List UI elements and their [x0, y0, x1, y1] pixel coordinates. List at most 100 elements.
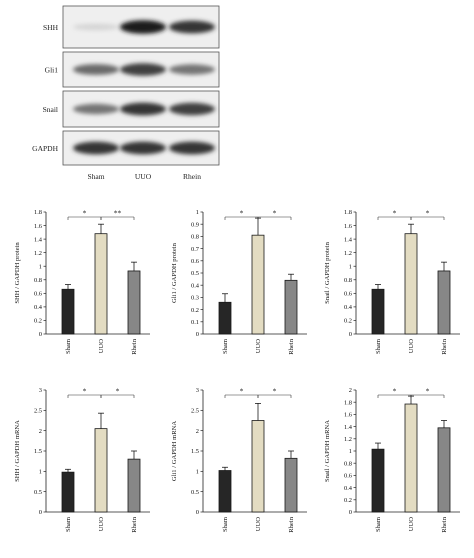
- bar-rhein: Rhein: [127, 450, 141, 533]
- bar-rect: [61, 471, 75, 513]
- y-tick-label: 1.5: [191, 448, 199, 455]
- x-category-label: Rhein: [131, 516, 138, 532]
- y-tick-label: 1: [39, 469, 42, 476]
- y-tick-label: 1.2: [34, 250, 42, 257]
- blot-lane-label: Rhein: [183, 172, 201, 181]
- significance-bracket: **: [100, 209, 135, 220]
- x-category-label: UUO: [408, 339, 415, 354]
- bar-rect: [371, 448, 385, 513]
- chart-snail-protein: Snail / GAPDH protein 0 0.2 0.4 0.6 0.8 1 1.2 1.…: [318, 200, 468, 375]
- blot-band: [169, 141, 215, 155]
- bar-rhein: Rhein: [437, 261, 451, 355]
- y-tick-label: 0.2: [344, 318, 352, 325]
- blot-row-shh: SHH: [43, 5, 220, 49]
- y-tick-label: 1.4: [344, 424, 353, 431]
- y-tick-label: 0.6: [191, 258, 199, 265]
- blot-band: [120, 102, 166, 116]
- y-ticks: 0 0.5 1 1.5 2 2.5 3: [191, 387, 203, 516]
- significance-bracket: *: [224, 209, 259, 220]
- significance-label: *: [426, 209, 430, 218]
- blot-lane-label: Sham: [87, 172, 104, 181]
- y-tick-label: 0.3: [191, 295, 199, 302]
- bar-rhein: Rhein: [437, 420, 451, 533]
- significance-label: *: [83, 209, 87, 218]
- bar-rect: [218, 301, 232, 335]
- bar-rect: [127, 270, 141, 335]
- y-tick-label: 0.5: [191, 270, 199, 277]
- significance-brackets: * **: [67, 209, 135, 220]
- bar-sham: Sham: [61, 468, 75, 532]
- y-tick-label: 0: [349, 331, 352, 338]
- x-category-label: Sham: [375, 516, 382, 532]
- y-tick-label: 1.5: [34, 448, 42, 455]
- significance-brackets: * *: [377, 387, 445, 398]
- y-tick-label: 0: [39, 509, 42, 516]
- significance-bracket: *: [100, 387, 135, 398]
- blot-band: [73, 103, 119, 115]
- bar-rect: [251, 420, 265, 513]
- blot-row-gapdh: GAPDH: [32, 130, 220, 166]
- blot-row-label: SHH: [43, 23, 59, 32]
- blot-band: [169, 64, 215, 75]
- y-tick-label: 0.4: [344, 485, 353, 492]
- significance-brackets: * *: [377, 209, 445, 220]
- x-category-label: Sham: [222, 338, 229, 354]
- significance-label: *: [426, 387, 430, 396]
- x-category-label: Sham: [65, 516, 72, 532]
- bar-uuo: UUO: [251, 403, 265, 531]
- y-tick-label: 1: [349, 263, 352, 270]
- y-tick-label: 0.1: [191, 319, 199, 326]
- bar-rhein: Rhein: [284, 450, 298, 533]
- y-tick-label: 0.6: [34, 291, 42, 298]
- significance-label: *: [393, 387, 397, 396]
- bar-uuo: UUO: [94, 223, 108, 354]
- bar-chart-svg: Gli1 / GAPDH protein00.10.20.30.40.50.60…: [171, 209, 307, 355]
- bar-rhein: Rhein: [127, 261, 141, 355]
- y-tick-label: 0.8: [191, 234, 199, 241]
- y-tick-label: 0.2: [344, 497, 352, 504]
- bar-sham: Sham: [218, 293, 232, 354]
- significance-brackets: * *: [224, 387, 292, 398]
- bar-chart-svg: Gli1 / GAPDH mRNA 0 0.5 1 1.5 2 2.5 3 Sham UUO Rhe…: [171, 387, 307, 533]
- bar-rect: [437, 427, 451, 513]
- y-axis-label: Snail / GAPDH protein: [324, 241, 331, 303]
- y-axis-label: Gli1 / GAPDH protein: [171, 242, 178, 303]
- x-category-label: Rhein: [441, 516, 448, 532]
- x-category-label: Rhein: [131, 338, 138, 354]
- bar-rect: [284, 279, 298, 335]
- y-tick-label: 0.8: [344, 460, 352, 467]
- y-tick-label: 0.9: [191, 221, 199, 228]
- y-tick-label: 1.6: [344, 223, 352, 230]
- blot-band: [120, 20, 166, 34]
- y-tick-label: 0.5: [191, 489, 199, 496]
- blot-row-label: Snail: [43, 105, 58, 114]
- y-tick-label: 1.4: [34, 236, 43, 243]
- bar-rect: [284, 457, 298, 513]
- y-tick-label: 2: [349, 387, 352, 394]
- y-tick-label: 0: [349, 509, 352, 516]
- y-tick-label: 0.6: [344, 473, 352, 480]
- blot-band: [169, 20, 215, 34]
- y-tick-label: 1.8: [344, 209, 352, 216]
- y-tick-label: 0: [196, 509, 199, 516]
- significance-bracket: *: [377, 387, 412, 398]
- bar-rect: [251, 234, 265, 335]
- y-tick-label: 1: [196, 209, 199, 216]
- y-tick-label: 1: [196, 469, 199, 476]
- bar-chart-svg: SHH / GAPDH protein 0 0.2 0.4 0.6 0.8 1 1.2 1.4 1…: [14, 209, 150, 355]
- y-tick-label: 0.2: [191, 307, 199, 314]
- y-tick-label: 0.4: [344, 304, 353, 311]
- significance-bracket: *: [257, 387, 292, 398]
- y-tick-label: 0.2: [34, 318, 42, 325]
- blot-band: [120, 63, 166, 76]
- x-category-label: UUO: [98, 339, 105, 354]
- y-tick-label: 2.5: [34, 408, 42, 415]
- significance-label: *: [240, 387, 244, 396]
- bar-rect: [127, 458, 141, 513]
- bar-uuo: UUO: [94, 412, 108, 531]
- x-category-label: Rhein: [288, 338, 295, 354]
- x-category-label: Rhein: [441, 338, 448, 354]
- y-tick-label: 2: [39, 428, 42, 435]
- blot-row-label: GAPDH: [32, 144, 58, 153]
- bar-chart-svg: Snail / GAPDH mRNA 0 0.2 0.4 0.6 0.8 1 1.2 1.4 1.…: [324, 387, 460, 533]
